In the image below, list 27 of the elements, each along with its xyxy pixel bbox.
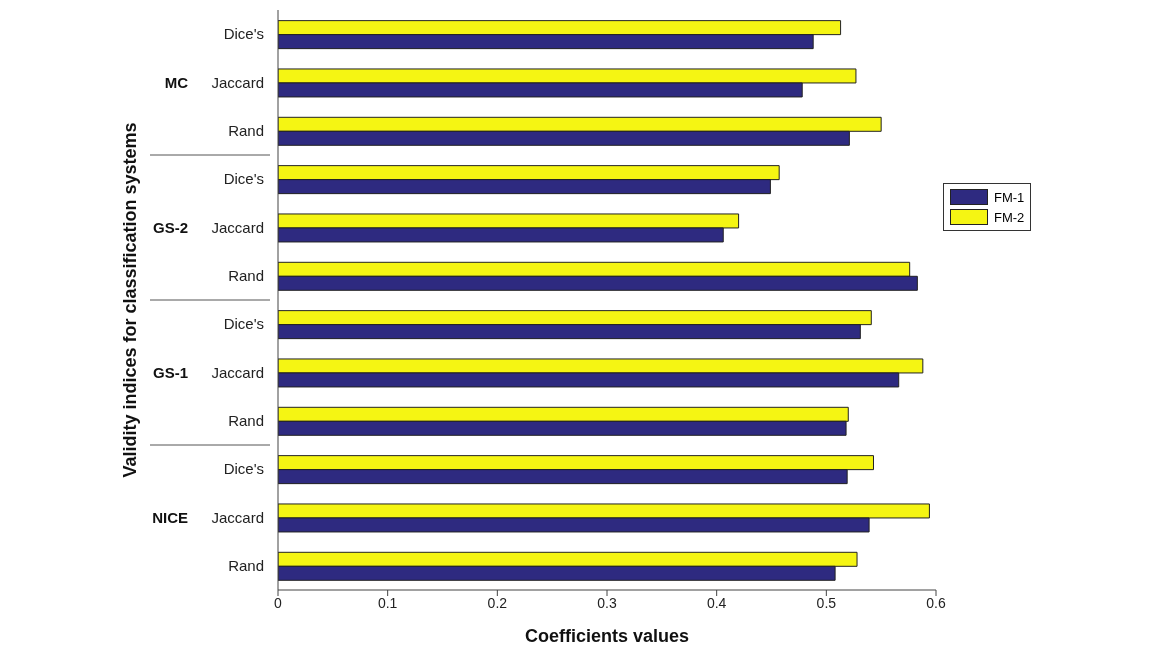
x-tick-label: 0.6 (926, 594, 946, 611)
x-tick-label: 0.2 (487, 594, 508, 611)
y-tick-label: Jaccard (211, 508, 264, 526)
y-tick-label: Rand (228, 556, 264, 574)
y-tick-label: Rand (228, 266, 264, 284)
y-tick-label: Jaccard (211, 73, 264, 91)
legend-label: FM-2 (994, 209, 1025, 225)
text: NICE (152, 508, 188, 526)
y-tick-label: Rand (228, 411, 264, 429)
y-tick-label: Rand (228, 121, 264, 139)
text: GS-2 (152, 218, 188, 236)
x-tick-label: 0.5 (816, 594, 837, 611)
y-axis-title: Validity indices for classification systems (120, 122, 141, 478)
text: MC (164, 73, 189, 91)
x-tick-label: 0.3 (597, 594, 617, 611)
x-tick-label: 0.4 (706, 594, 727, 611)
y-tick-label: Jaccard (211, 218, 264, 236)
y-tick-label: Jaccard (211, 363, 264, 381)
y-tick-label: Dice's (223, 25, 264, 43)
legend-label: FM-1 (994, 189, 1025, 205)
x-axis-title: Coefficients values (524, 626, 690, 646)
y-tick-label: Dice's (223, 315, 264, 333)
y-tick-label: Dice's (223, 170, 264, 188)
text: GS-1 (152, 363, 188, 381)
y-tick-label: Dice's (223, 460, 264, 478)
x-tick-label: 0 (274, 594, 283, 611)
x-tick-label: 0.1 (377, 594, 398, 611)
